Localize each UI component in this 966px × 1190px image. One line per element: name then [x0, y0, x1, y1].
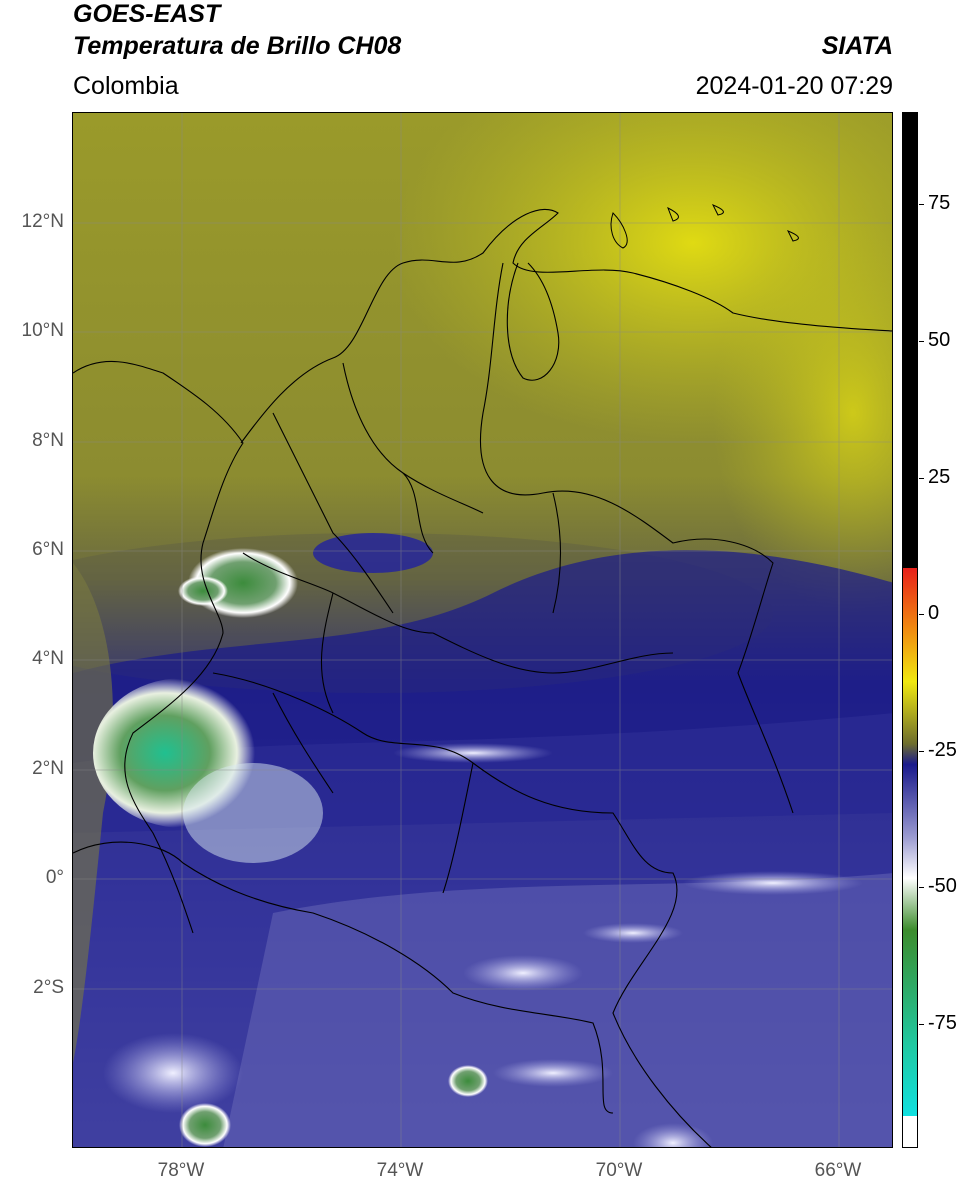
lat-label-8n: 8°N [32, 430, 64, 451]
borders [73, 208, 892, 1147]
lat-label-0: 0° [45, 867, 64, 888]
lat-label-2n: 2°N [32, 758, 64, 779]
region-label: Colombia [73, 72, 179, 100]
colorbar-tick-minus75 [919, 1024, 924, 1025]
colorbar-tick-minus25 [919, 751, 924, 752]
colorbar-label-75: 75 [928, 192, 951, 214]
lon-label-70w: 70°W [595, 1160, 643, 1181]
satellite-map[interactable] [72, 112, 893, 1148]
colorbar-tick-50 [919, 341, 924, 342]
colorbar-tick-75 [919, 204, 924, 205]
brightness-temperature-image [73, 113, 892, 1147]
islands [610, 204, 799, 249]
colorbar-label-50: 50 [928, 329, 951, 351]
lat-label-12n: 12°N [21, 211, 64, 232]
colorbar-label-0: 0 [928, 602, 940, 624]
colorbar-label-minus75: -75 [928, 1012, 957, 1034]
colorbar-tick-25 [919, 478, 924, 479]
lon-label-66w: 66°W [814, 1160, 862, 1181]
datetime-label: 2024-01-20 07:29 [695, 72, 893, 100]
lon-label-78w: 78°W [157, 1160, 205, 1181]
temperature-colorbar [902, 112, 918, 1148]
colorbar-tick-minus50 [919, 887, 924, 888]
lon-label-74w: 74°W [376, 1160, 424, 1181]
lat-label-6n: 6°N [32, 539, 64, 560]
colorbar-label-minus25: -25 [928, 739, 957, 761]
lat-label-10n: 10°N [21, 320, 64, 341]
colorbar-label-25: 25 [928, 466, 951, 488]
product-title: Temperatura de Brillo CH08 [73, 32, 402, 60]
colorbar-tick-0 [919, 614, 924, 615]
colorbar-label-minus50: -50 [928, 875, 957, 897]
lat-label-2s: 2°S [33, 977, 64, 998]
lat-label-4n: 4°N [32, 648, 64, 669]
satellite-title: GOES-EAST [73, 0, 221, 28]
graticule [73, 113, 892, 1147]
source-label: SIATA [821, 32, 893, 60]
